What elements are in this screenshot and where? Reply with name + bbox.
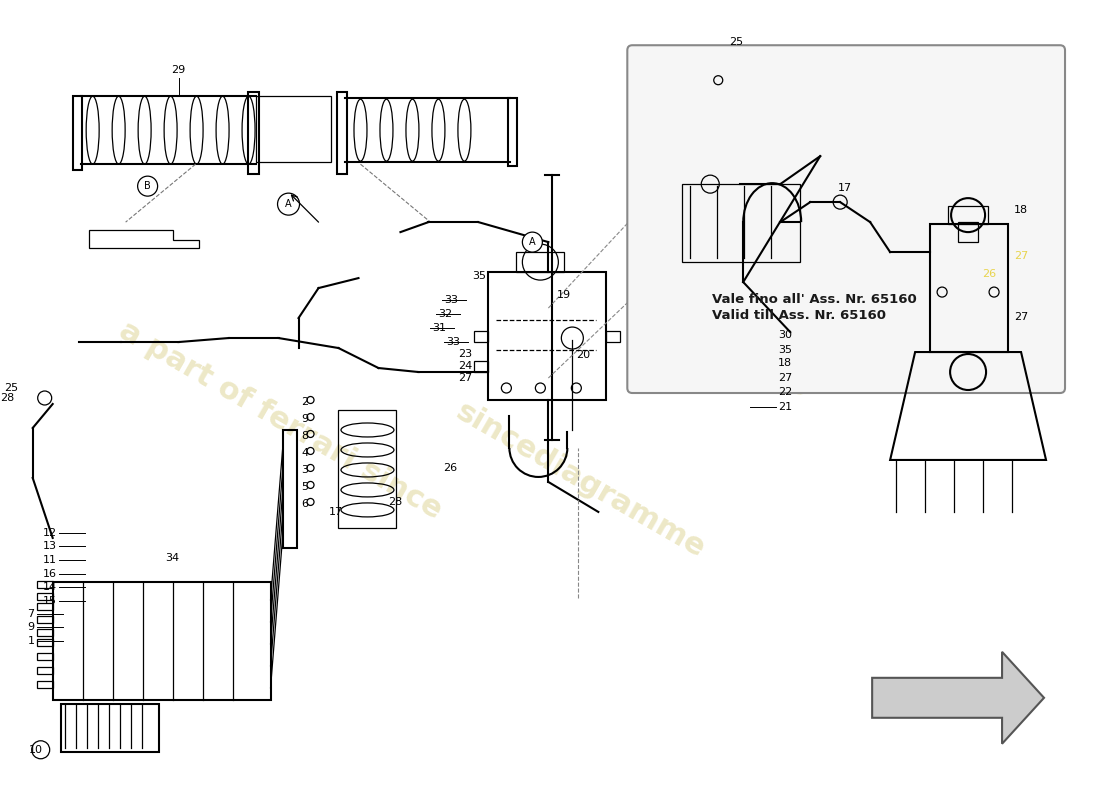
Bar: [53, 582, 271, 700]
Bar: [339, 410, 396, 528]
Bar: [474, 331, 488, 342]
Text: B: B: [144, 181, 151, 191]
Text: 16: 16: [43, 569, 57, 579]
Circle shape: [138, 176, 157, 196]
Bar: [508, 98, 517, 166]
Text: 18: 18: [778, 358, 792, 368]
Bar: [36, 581, 53, 588]
Bar: [948, 206, 988, 224]
FancyBboxPatch shape: [627, 46, 1065, 393]
Text: 1: 1: [28, 636, 35, 646]
Text: 29: 29: [172, 66, 186, 75]
Text: Vale fino all' Ass. Nr. 65160: Vale fino all' Ass. Nr. 65160: [713, 293, 917, 306]
Text: 6: 6: [301, 499, 308, 509]
Bar: [474, 361, 488, 372]
Text: a part of ferrari since: a part of ferrari since: [114, 315, 447, 525]
Text: A: A: [529, 237, 536, 247]
Bar: [60, 704, 158, 752]
Circle shape: [277, 193, 299, 215]
Text: 13: 13: [43, 541, 57, 551]
Text: ferrariparts: ferrariparts: [626, 278, 814, 402]
Text: 3: 3: [301, 465, 308, 475]
Text: 33: 33: [447, 337, 461, 347]
Text: 18: 18: [1014, 205, 1028, 215]
Text: 30: 30: [778, 330, 792, 340]
Text: A: A: [285, 199, 292, 209]
Text: 4: 4: [301, 448, 308, 458]
Text: 35: 35: [778, 345, 792, 355]
Text: 17: 17: [838, 183, 853, 193]
Text: 33: 33: [444, 295, 459, 305]
Text: sincediagramme: sincediagramme: [451, 397, 711, 563]
Text: 12: 12: [43, 528, 57, 538]
Text: 26: 26: [982, 269, 997, 279]
Text: 24: 24: [459, 361, 472, 371]
Text: 27: 27: [1014, 251, 1028, 261]
Text: 8: 8: [301, 431, 308, 441]
Bar: [36, 603, 53, 610]
Text: 32: 32: [439, 309, 452, 319]
Bar: [36, 667, 53, 674]
Text: 7: 7: [28, 609, 35, 619]
Text: 21: 21: [778, 402, 792, 412]
Bar: [36, 616, 53, 623]
Bar: [283, 430, 297, 548]
Circle shape: [522, 232, 542, 252]
Bar: [337, 92, 348, 174]
Text: 25: 25: [729, 38, 744, 47]
Bar: [73, 96, 81, 170]
Bar: [606, 331, 620, 342]
Text: 19: 19: [557, 290, 571, 300]
Text: 28: 28: [0, 393, 14, 403]
Bar: [36, 629, 53, 636]
Text: 27: 27: [778, 373, 792, 383]
Text: 9: 9: [28, 622, 35, 632]
Bar: [958, 222, 978, 242]
Text: 25: 25: [4, 383, 19, 393]
Bar: [931, 224, 1008, 352]
Bar: [248, 92, 258, 174]
Bar: [36, 639, 53, 646]
Bar: [36, 653, 53, 660]
Text: 31: 31: [432, 323, 447, 333]
Text: 26: 26: [443, 463, 458, 473]
Text: 10: 10: [29, 745, 43, 754]
Text: 28: 28: [388, 497, 403, 507]
Text: 20: 20: [576, 350, 591, 360]
Text: 17: 17: [329, 507, 342, 517]
Polygon shape: [872, 652, 1044, 744]
Text: Valid till Ass. Nr. 65160: Valid till Ass. Nr. 65160: [713, 309, 887, 322]
Bar: [36, 593, 53, 600]
Text: 2: 2: [301, 397, 308, 407]
Bar: [36, 681, 53, 688]
Text: 9: 9: [301, 414, 308, 424]
Text: 23: 23: [459, 349, 472, 359]
Bar: [516, 252, 564, 272]
Text: 14: 14: [43, 582, 57, 592]
Text: 15: 15: [43, 596, 57, 606]
Bar: [682, 184, 800, 262]
Text: 5: 5: [301, 482, 308, 492]
Text: 27: 27: [1014, 312, 1028, 322]
Text: 34: 34: [165, 553, 179, 563]
Text: 35: 35: [472, 271, 486, 281]
Text: 27: 27: [459, 373, 472, 383]
Text: 22: 22: [778, 387, 792, 397]
Bar: [255, 96, 330, 162]
Bar: [488, 272, 606, 400]
Text: 11: 11: [43, 555, 57, 565]
